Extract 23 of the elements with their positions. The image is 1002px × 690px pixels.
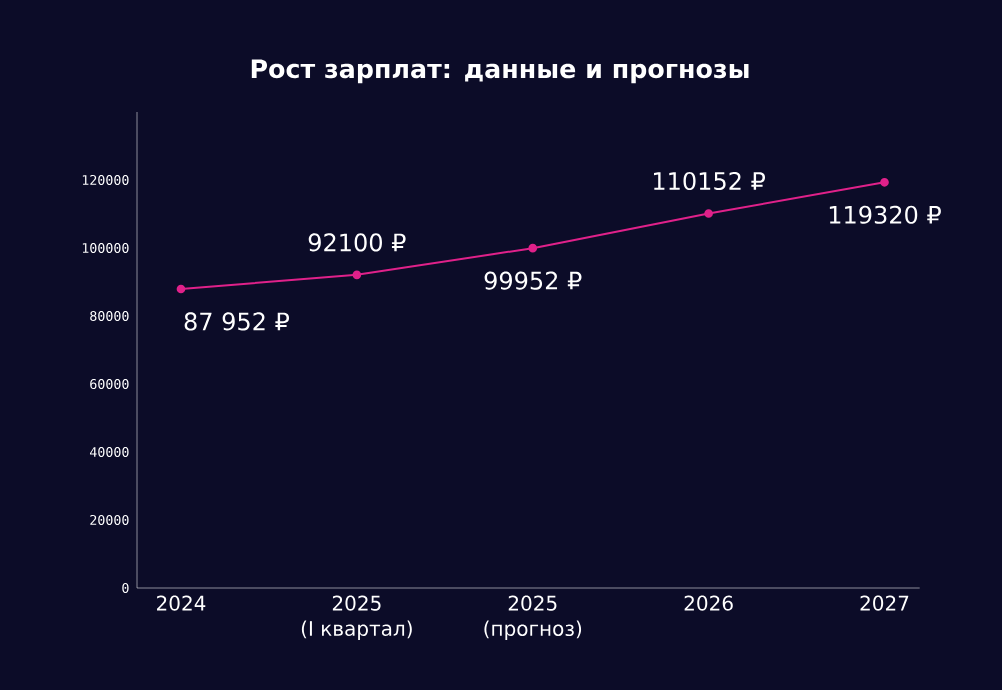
- point: [704, 209, 713, 218]
- data-label: 92100 ₽: [308, 233, 406, 252]
- x-tick-label: 2025 (I квартал): [301, 595, 412, 640]
- x-tick-label: 2026: [684, 595, 733, 611]
- y-tick-label: 40000: [89, 446, 129, 458]
- y-tick-label: 20000: [90, 514, 129, 526]
- data-label: 99952 ₽: [484, 271, 582, 290]
- y-tick-label: 120000: [82, 174, 129, 186]
- point: [528, 243, 538, 253]
- y-tick-label: 60000: [90, 378, 129, 390]
- point: [880, 177, 889, 187]
- x-tick-label: 2027: [860, 595, 909, 611]
- data-label: 119320 ₽: [829, 205, 941, 224]
- y-tick-label: 0: [122, 582, 129, 594]
- chart-title: Рост зарплат: данные и прогнозы: [251, 59, 749, 84]
- point: [176, 284, 186, 294]
- x-tick-label: 2024: [156, 595, 206, 611]
- y-tick-label: 80000: [90, 310, 129, 322]
- y-tick-label: 100000: [82, 242, 129, 254]
- point: [352, 270, 362, 280]
- data-label: 87 952 ₽: [184, 312, 290, 331]
- data-label: 110152 ₽: [654, 171, 765, 191]
- x-tick-label: 2025 (прогноз): [484, 595, 582, 640]
